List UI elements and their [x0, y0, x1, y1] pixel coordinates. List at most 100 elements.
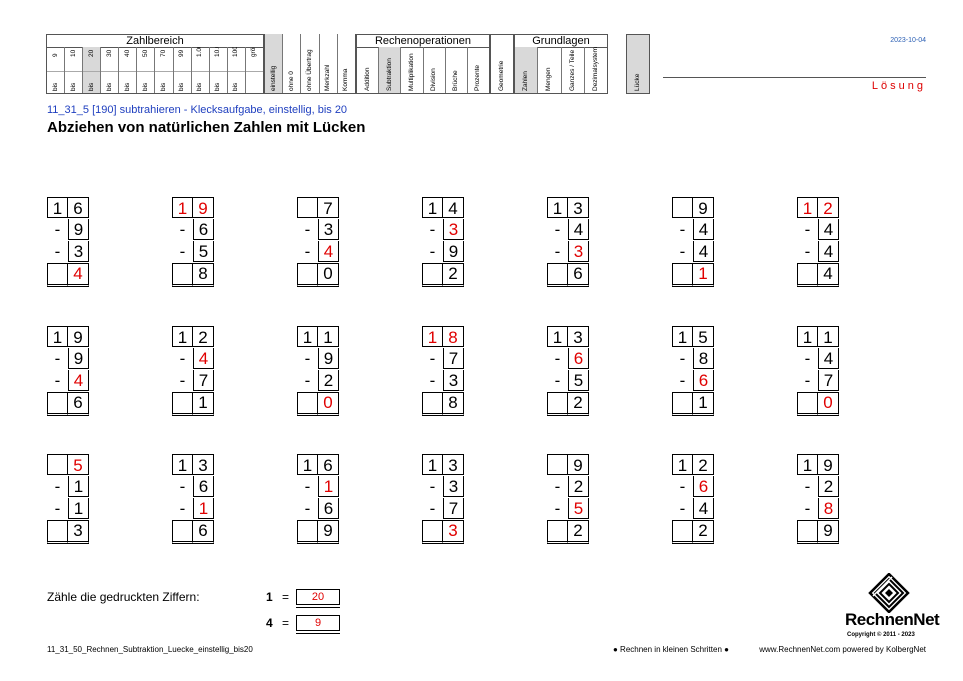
range-limit: 9 — [51, 53, 59, 57]
digit-cell[interactable]: 4 — [193, 348, 214, 369]
count-answer-box[interactable]: 9 — [296, 615, 340, 634]
digit-cell — [422, 520, 443, 544]
header-column: 10.000 bis — [209, 47, 228, 93]
problem-row: -9 — [297, 348, 342, 370]
problem-row: -4 — [672, 498, 717, 520]
digit-cell[interactable]: 1 — [693, 263, 714, 287]
footer-website[interactable]: www.RechnenNet.com powered by KolbergNet — [759, 645, 926, 654]
range-prefix: bis — [87, 82, 95, 91]
digit-cell — [672, 520, 693, 544]
digit-cell[interactable]: 1 — [422, 326, 443, 347]
digit-cell — [422, 263, 443, 287]
digit-cell[interactable]: 6 — [693, 476, 714, 497]
header-column: 10 bis — [65, 47, 84, 93]
digit-cell[interactable]: 5 — [568, 498, 589, 519]
digit-cell[interactable]: 3 — [443, 219, 464, 240]
digit-cell[interactable]: 1 — [318, 476, 339, 497]
problem-row: -4 — [172, 348, 217, 370]
problem-row: 9 — [297, 520, 342, 544]
digit-cell[interactable]: 6 — [693, 370, 714, 391]
digit-cell: 1 — [68, 498, 89, 519]
digit-cell: 9 — [68, 348, 89, 369]
digit-cell: 7 — [318, 197, 339, 218]
problem-row: -4 — [297, 241, 342, 263]
problem-row: 1 — [672, 263, 717, 287]
footer-filename: 11_31_50_Rechnen_Subtraktion_Luecke_eins… — [47, 645, 253, 654]
column-label: Addition — [363, 67, 371, 92]
digit-cell[interactable]: 8 — [818, 498, 839, 519]
digit-cell[interactable]: 5 — [68, 454, 89, 475]
header-column: ohne Übertrag — [301, 34, 320, 93]
digit-cell — [297, 263, 318, 287]
digit-cell[interactable]: 4 — [318, 241, 339, 262]
header-column: 20 bis — [83, 47, 102, 93]
digit-cell — [797, 263, 818, 287]
digit-cell: 3 — [443, 454, 464, 475]
rechenoperationen-columns: Addition Subtraktion Multiplikation Divisio… — [357, 47, 489, 93]
digit-cell[interactable]: 3 — [568, 241, 589, 262]
column-label: Division — [430, 68, 438, 91]
range-limit: 100.000 — [232, 47, 240, 57]
problem-row: -6 — [297, 498, 342, 520]
digit-cell: 3 — [568, 326, 589, 347]
problem-row: -7 — [422, 498, 467, 520]
column-label: Dezimalsystem — [591, 47, 599, 91]
problem-row: -1 — [172, 498, 217, 520]
digit-cell: 2 — [693, 454, 714, 475]
digit-cell[interactable]: 2 — [818, 197, 839, 218]
minus-sign: - — [804, 242, 811, 261]
digit-cell[interactable]: 6 — [568, 348, 589, 369]
header-column: 30 bis — [101, 47, 120, 93]
header-column: Zahlen — [515, 47, 539, 93]
digit-cell: 1 — [818, 326, 839, 347]
problem-row: -4 — [47, 370, 92, 392]
range-prefix: bis — [69, 82, 77, 91]
digit-cell: 4 — [818, 348, 839, 369]
digit-cell: 2 — [568, 392, 589, 416]
problem-row: 0 — [797, 392, 842, 416]
luecke-cell: Lücke — [626, 34, 650, 94]
minus-sign: - — [54, 242, 61, 261]
problem-row: -3 — [547, 241, 592, 263]
name-line — [663, 77, 926, 78]
digit-cell — [547, 263, 568, 287]
problem-row: 5 — [47, 454, 92, 476]
count-answer-box[interactable]: 20 — [296, 589, 340, 608]
digit-cell[interactable]: 4 — [68, 263, 89, 287]
problem-row: 2 — [672, 520, 717, 544]
digit-cell[interactable]: 1 — [172, 197, 193, 218]
header-column: 1.000 bis — [191, 47, 210, 93]
column-label: Zahlen — [522, 71, 530, 91]
minus-sign: - — [304, 371, 311, 390]
digit-cell[interactable]: 8 — [443, 326, 464, 347]
digit-cell[interactable]: 9 — [193, 197, 214, 218]
header-column: Prozente — [468, 47, 489, 93]
problem-row: -1 — [297, 476, 342, 498]
minus-sign: - — [804, 371, 811, 390]
digit-cell[interactable]: 3 — [443, 520, 464, 544]
digit-cell: 1 — [797, 454, 818, 475]
minus-sign: - — [304, 220, 311, 239]
digit-cell: 7 — [443, 498, 464, 519]
digit-cell[interactable]: 1 — [193, 498, 214, 519]
digit-cell: 9 — [818, 520, 839, 544]
digit-cell[interactable]: 1 — [797, 197, 818, 218]
problem-row: 9 — [672, 197, 717, 219]
digit-cell: 9 — [318, 348, 339, 369]
rechenoperationen-table: Rechenoperationen Addition Subtraktion Mul… — [356, 34, 490, 94]
column-label: einstellig — [269, 65, 277, 91]
digit-cell: 1 — [693, 392, 714, 416]
problem-row: -8 — [672, 348, 717, 370]
minus-sign: - — [304, 477, 311, 496]
minus-sign: - — [429, 477, 436, 496]
digit-cell[interactable]: 0 — [818, 392, 839, 416]
column-label: Prozente — [474, 64, 482, 91]
digit-cell — [47, 263, 68, 287]
digit-cell[interactable]: 4 — [68, 370, 89, 391]
digit-cell[interactable]: 0 — [318, 392, 339, 416]
